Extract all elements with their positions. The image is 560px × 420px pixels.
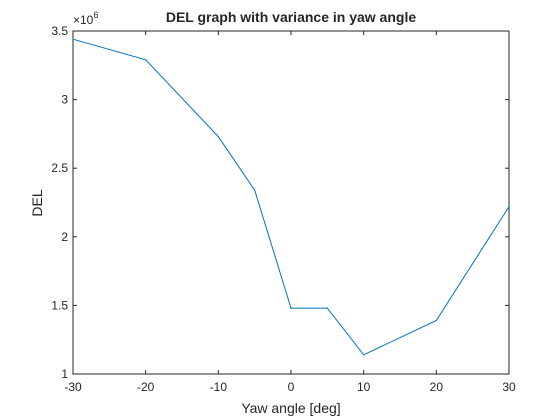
x-tick-label: -20 (137, 380, 155, 394)
x-axis-label: Yaw angle [deg] (241, 400, 340, 416)
x-tick-label: 10 (357, 380, 371, 394)
y-tick-label: 2.5 (51, 161, 68, 175)
x-ticks: -30 -20 -10 0 10 20 30 (64, 31, 516, 394)
x-tick-label: 30 (502, 380, 516, 394)
data-point (326, 307, 328, 309)
y-ticks: 1 1.5 2 2.5 3 3.5 (51, 24, 509, 381)
x-tick-label: 20 (430, 380, 444, 394)
x-tick-label: -10 (210, 380, 228, 394)
data-point (363, 354, 365, 356)
data-point (145, 59, 147, 61)
data-point (290, 307, 292, 309)
data-point (508, 206, 510, 208)
chart-title: DEL graph with variance in yaw angle (166, 9, 416, 25)
y-tick-label: 3 (61, 93, 68, 107)
x-tick-label: 0 (288, 380, 295, 394)
data-point (435, 319, 437, 322)
y-tick-label: 2 (61, 230, 68, 244)
plot-area (73, 31, 509, 374)
x-tick-label: -30 (64, 380, 82, 394)
y-exponent-label: ×106 (73, 10, 98, 27)
y-axis-label: DEL (29, 189, 45, 216)
data-point (254, 189, 256, 191)
series-group (72, 38, 510, 356)
data-point (72, 38, 74, 40)
y-tick-label: 1 (61, 367, 68, 381)
y-tick-label: 3.5 (51, 24, 68, 38)
y-tick-label: 1.5 (51, 298, 68, 312)
data-point (217, 136, 219, 138)
